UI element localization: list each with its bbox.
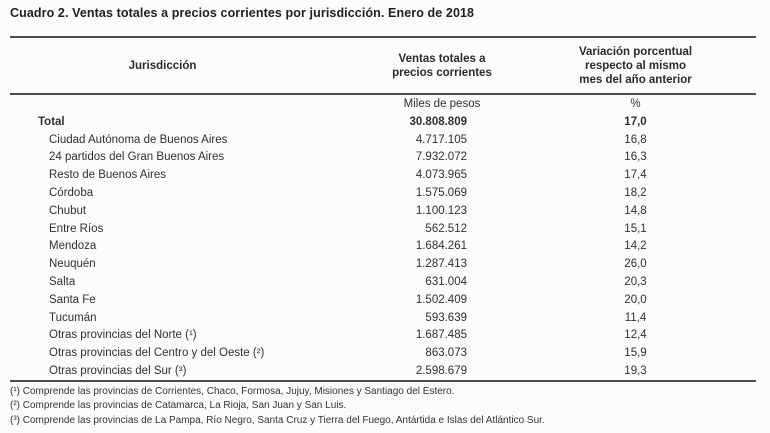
units-ventas: Miles de pesos — [403, 98, 481, 110]
row-variacion-value: 17,4 — [624, 169, 647, 182]
row-ventas-value: 562.512 — [425, 222, 467, 235]
column-header-ventas: Ventas totales a precios corrientes — [392, 52, 492, 79]
row-label: Tucumán — [49, 311, 97, 324]
row-variacion-value: 17,0 — [624, 115, 647, 128]
footnote-2: (²) Comprende las provincias de Catamarc… — [10, 400, 347, 412]
row-variacion-value: 14,2 — [624, 240, 647, 253]
row-ventas-value: 1.687.485 — [415, 329, 467, 342]
table-row: Entre Ríos 562.512 15,1 — [10, 220, 756, 238]
row-label: Otras provincias del Norte (¹) — [49, 329, 197, 342]
row-label: 24 partidos del Gran Buenos Aires — [49, 151, 225, 164]
row-label: Mendoza — [49, 240, 97, 253]
row-label: Santa Fe — [49, 293, 96, 306]
row-label: Córdoba — [49, 187, 94, 200]
row-variacion-value: 18,2 — [624, 187, 647, 200]
row-variacion-value: 16,8 — [624, 133, 647, 146]
row-ventas-value: 593.639 — [425, 311, 467, 324]
row-ventas-value: 1.502.409 — [415, 293, 467, 306]
row-ventas-value: 863.073 — [425, 347, 467, 360]
row-label: Salta — [49, 276, 76, 289]
row-ventas-value: 1.287.413 — [415, 258, 467, 271]
units-row: Miles de pesos % — [10, 95, 756, 113]
row-label: Otras provincias del Sur (³) — [49, 365, 187, 378]
row-variacion-value: 19,3 — [624, 365, 647, 378]
table-row: Otras provincias del Sur (³) 2.598.679 1… — [10, 362, 756, 380]
column-header-variacion: Variación porcentual respecto al mismo m… — [578, 45, 693, 86]
table-row-total: Total 30.808.809 17,0 — [10, 113, 756, 131]
column-header-jurisdiccion: Jurisdicción — [128, 59, 197, 72]
footnote-1: (¹) Comprende las provincias de Corrient… — [10, 385, 455, 397]
row-ventas-value: 2.598.679 — [415, 365, 467, 378]
row-variacion-value: 12,4 — [624, 329, 647, 342]
row-ventas-value: 1.684.261 — [415, 240, 467, 253]
table-row: Otras provincias del Norte (¹) 1.687.485… — [10, 327, 756, 345]
row-ventas-value: 4.073.965 — [415, 169, 467, 182]
footnotes: (¹) Comprende las provincias de Corrient… — [10, 385, 756, 429]
table-body: Total 30.808.809 17,0 Ciudad Autónoma de… — [10, 113, 756, 380]
row-label: Total — [38, 115, 65, 128]
table-header-row: Jurisdicción Ventas totales a precios co… — [10, 38, 756, 93]
top-rule — [10, 36, 756, 38]
table-row: 24 partidos del Gran Buenos Aires 7.932.… — [10, 149, 756, 167]
row-label: Neuquén — [49, 258, 96, 271]
table-title: Cuadro 2. Ventas totales a precios corri… — [10, 6, 475, 20]
table-row: Otras provincias del Centro y del Oeste … — [10, 344, 756, 362]
row-variacion-value: 20,0 — [624, 293, 647, 306]
table-row: Mendoza 1.684.261 14,2 — [10, 238, 756, 256]
row-ventas-value: 30.808.809 — [409, 115, 467, 128]
row-label: Ciudad Autónoma de Buenos Aires — [49, 133, 228, 146]
table-row: Neuquén 1.287.413 26,0 — [10, 255, 756, 273]
row-variacion-value: 15,9 — [624, 347, 647, 360]
header-rule — [10, 93, 756, 95]
row-ventas-value: 7.932.072 — [415, 151, 467, 164]
table-row: Córdoba 1.575.069 18,2 — [10, 184, 756, 202]
table-row: Resto de Buenos Aires 4.073.965 17,4 — [10, 166, 756, 184]
row-ventas-value: 1.575.069 — [415, 187, 467, 200]
row-label: Chubut — [49, 204, 87, 217]
row-ventas-value: 4.717.105 — [415, 133, 467, 146]
footnote-3: (³) Comprende las provincias de La Pampa… — [10, 414, 545, 426]
row-label: Entre Ríos — [49, 222, 104, 235]
row-variacion-value: 11,4 — [624, 311, 647, 324]
row-ventas-value: 1.100.123 — [415, 204, 467, 217]
bottom-rule — [10, 379, 756, 382]
table-row: Chubut 1.100.123 14,8 — [10, 202, 756, 220]
row-variacion-value: 20,3 — [624, 276, 647, 289]
table-row: Salta 631.004 20,3 — [10, 273, 756, 291]
table-row: Tucumán 593.639 11,4 — [10, 309, 756, 327]
units-variacion: % — [630, 98, 641, 110]
row-variacion-value: 26,0 — [624, 258, 647, 271]
row-label: Otras provincias del Centro y del Oeste … — [49, 347, 265, 360]
row-ventas-value: 631.004 — [425, 276, 467, 289]
row-label: Resto de Buenos Aires — [49, 169, 166, 182]
table-row: Santa Fe 1.502.409 20,0 — [10, 291, 756, 309]
row-variacion-value: 16,3 — [624, 151, 647, 164]
statistics-table: Jurisdicción Ventas totales a precios co… — [10, 36, 756, 428]
table-row: Ciudad Autónoma de Buenos Aires 4.717.10… — [10, 131, 756, 149]
row-variacion-value: 15,1 — [624, 222, 647, 235]
row-variacion-value: 14,8 — [624, 204, 647, 217]
